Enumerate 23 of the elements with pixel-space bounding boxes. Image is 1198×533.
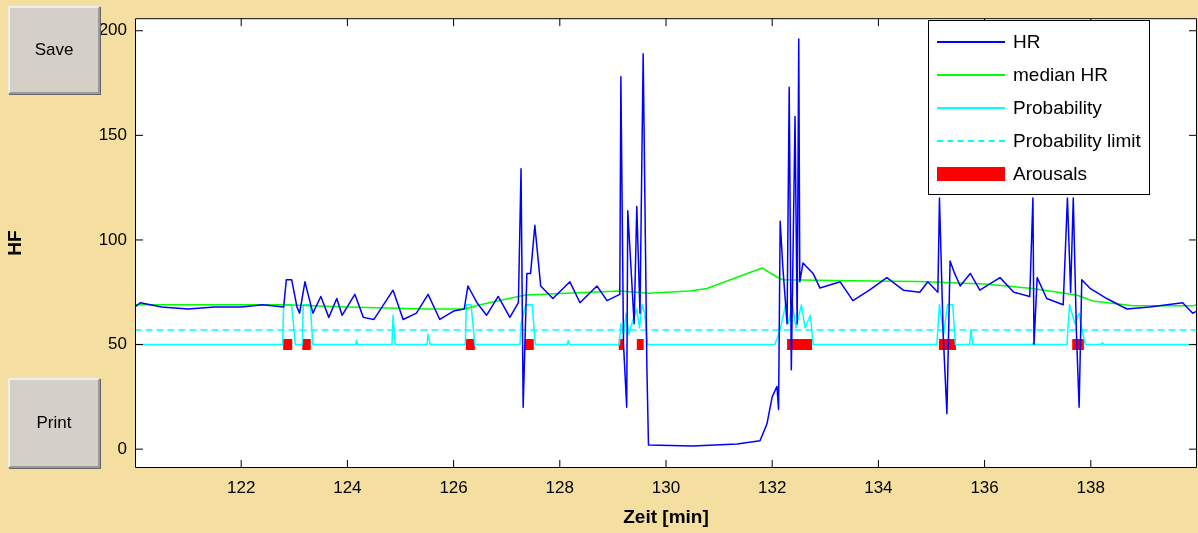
y-tick-label: 100 xyxy=(98,229,127,249)
x-tick-label: 122 xyxy=(227,477,256,497)
x-tick-label: 134 xyxy=(864,477,893,497)
button[interactable]: Save xyxy=(8,6,100,94)
x-tick-label: 128 xyxy=(545,477,574,497)
y-tick-label: 200 xyxy=(98,20,127,40)
x-tick-label: 130 xyxy=(651,477,681,497)
y-tick-label: 0 xyxy=(117,438,127,458)
legend-label: Probability limit xyxy=(1013,129,1141,152)
legend-label: median HR xyxy=(1013,63,1109,86)
legend-label: Arousals xyxy=(1013,162,1087,185)
button[interactable]: Print xyxy=(8,378,100,468)
x-axis-title: Zeit [min] xyxy=(623,505,709,527)
x-tick-label: 124 xyxy=(333,477,362,497)
y-axis-title: HF xyxy=(3,230,25,256)
x-tick-label: 138 xyxy=(1076,477,1105,497)
legend-label: Probability xyxy=(1013,96,1102,119)
y-tick-label: 50 xyxy=(108,334,127,354)
y-tick-label: 150 xyxy=(98,125,127,145)
x-tick-label: 132 xyxy=(758,477,787,497)
x-tick-label: 136 xyxy=(970,477,999,497)
x-tick-label: 126 xyxy=(439,477,468,497)
legend-label: HR xyxy=(1013,30,1041,53)
